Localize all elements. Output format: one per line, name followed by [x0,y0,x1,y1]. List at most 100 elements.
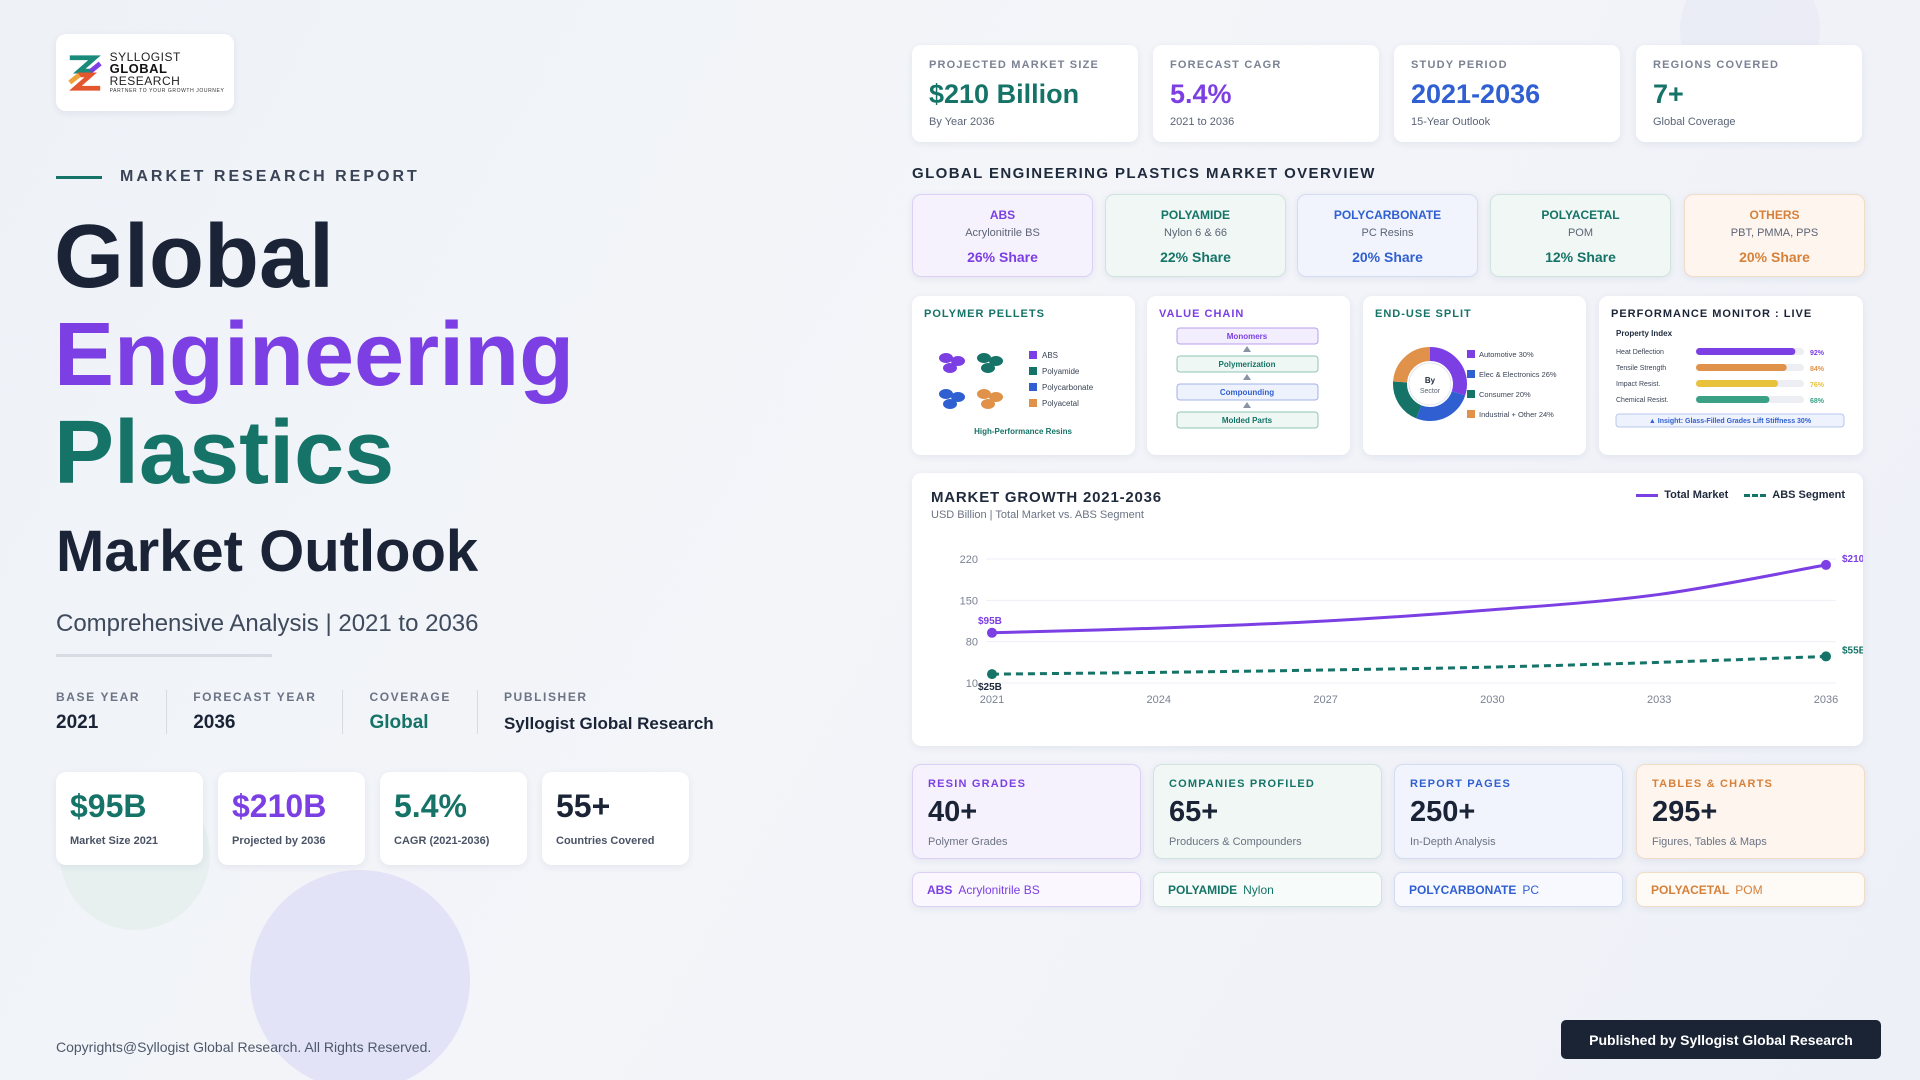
polymer-pellets-card[interactable]: POLYMER PELLETS ABS Polyamide Polycarbonat… [912,296,1135,455]
pellets-caption: High-Performance Resins [974,427,1072,436]
pill-desc: Nylon [1243,882,1274,897]
legend-total-market[interactable]: Total Market [1636,489,1728,501]
segment-share: 12% Share [1545,249,1616,265]
legend-swatch [1467,370,1475,378]
stat-card[interactable]: 5.4% CAGR (2021-2036) [380,772,527,865]
value-chain-card[interactable]: VALUE CHAIN Monomers Polymerization Compou… [1147,296,1350,455]
pellet-icon [939,353,953,363]
segment-card[interactable]: ABS Acrylonitrile BS 26% Share [912,194,1093,277]
segment-name: OTHERS [1749,208,1800,222]
summary-label: COMPANIES PROFILED [1169,778,1316,790]
legend-swatch [1029,351,1037,359]
kpi-card[interactable]: FORECAST CAGR 5.4% 2021 to 2036 [1153,45,1379,142]
chart-title: MARKET GROWTH 2021-2036 [931,489,1162,506]
value-chain-step-label: Molded Parts [1222,416,1273,425]
segment-desc: POM [1567,227,1594,239]
summary-card[interactable]: REPORT PAGES 250+ In-Depth Analysis [1394,764,1623,859]
stat-cards: $95B Market Size 2021 $210B Projected by 20… [56,772,689,865]
kpi-sub: Global Coverage [1653,116,1736,128]
kpi-sub: 2021 to 2036 [1170,116,1235,128]
logo-line-2: GLOBAL [109,60,168,76]
stat-caption: Market Size 2021 [70,835,159,847]
segment-pill[interactable]: POLYACETAL POM [1636,872,1865,907]
donut-center-label: Sector [1420,388,1441,395]
performance-monitor-card[interactable]: PERFORMANCE MONITOR : LIVE Property Inde… [1599,296,1863,455]
summary-card[interactable]: RESIN GRADES 40+ Polymer Grades [912,764,1141,859]
kpi-value: 2021-2036 [1411,79,1541,109]
eyebrow-text: MARKET RESEARCH REPORT [120,168,420,185]
summary-card[interactable]: COMPANIES PROFILED 65+ Producers & Compoun… [1153,764,1382,859]
summary-sub: Figures, Tables & Maps [1652,836,1767,848]
segment-card[interactable]: OTHERS PBT, PMMA, PPS 20% Share [1684,194,1865,277]
segment-desc: PBT, PMMA, PPS [1730,227,1819,239]
segment-pill[interactable]: ABS Acrylonitrile BS [912,872,1141,907]
value-chain-title: VALUE CHAIN [1159,308,1245,320]
end-use-card[interactable]: END-USE SPLIT By Sector Automotive 30% Elec… [1363,296,1586,455]
performance-title: PERFORMANCE MONITOR : LIVE [1611,308,1813,320]
performance-row-label: Chemical Resist. [1616,397,1669,404]
stat-card[interactable]: $210B Projected by 2036 [218,772,365,865]
data-point[interactable] [987,669,997,680]
legend-abs-segment[interactable]: ABS Segment [1744,489,1845,501]
donut-center [1408,362,1452,406]
legend-label: ABS Segment [1772,489,1845,501]
summary-value: 40+ [928,796,978,828]
title-line-1: Global [54,207,335,307]
legend-swatch [1744,493,1767,497]
summary-card[interactable]: TABLES & CHARTS 295+ Figures, Tables & Map… [1636,764,1865,859]
arrow-up-icon [1243,402,1251,408]
donut-slice [1393,347,1467,421]
kpi-card[interactable]: PROJECTED MARKET SIZE $210 Billion By Year… [912,45,1138,142]
x-tick-label: 2021 [980,694,1004,706]
segment-name: POLYAMIDE [1160,208,1231,222]
segment-card[interactable]: POLYAMIDE Nylon 6 & 66 22% Share [1105,194,1286,277]
summary-label: RESIN GRADES [928,778,1027,790]
pill-abbr: POLYCARBONATE [1409,882,1517,897]
published-by-badge[interactable]: Published by Syllogist Global Research [1561,1020,1881,1059]
kpi-label: STUDY PERIOD [1411,59,1508,71]
pill-abbr: POLYAMIDE [1168,882,1238,897]
data-point[interactable] [987,627,997,638]
y-tick-label: 150 [960,595,978,607]
kpi-label: PROJECTED MARKET SIZE [929,59,1100,71]
x-tick-label: 2027 [1313,694,1337,706]
data-label: $25B [978,682,1002,693]
stat-card[interactable]: 55+ Countries Covered [542,772,689,865]
data-point[interactable] [1821,559,1831,570]
performance-row-value: 76% [1810,382,1825,389]
pill-abbr: POLYACETAL [1651,882,1730,897]
meta-label: FORECAST YEAR [193,690,317,704]
title-line-2: Engineering [54,305,575,405]
segment-name: ABS [989,208,1016,222]
performance-row-value: 84% [1810,366,1825,373]
logo-card[interactable]: SYLLOGIST GLOBAL RESEARCH PARTNER TO YOU… [56,34,234,111]
end-use-title: END-USE SPLIT [1375,308,1472,320]
eyebrow: MARKET RESEARCH REPORT [56,168,420,186]
segment-share: 20% Share [1352,249,1423,265]
kpi-value: $210 Billion [929,79,1080,109]
segment-pill[interactable]: POLYCARBONATE PC [1394,872,1623,907]
segment-card[interactable]: POLYCARBONATE PC Resins 20% Share [1297,194,1478,277]
x-tick-label: 2030 [1480,694,1504,706]
data-point[interactable] [1821,651,1831,662]
meta-value: 2021 [56,712,99,733]
kpi-card[interactable]: STUDY PERIOD 2021-2036 15-Year Outlook [1394,45,1620,142]
end-use-legend-label: Automotive 30% [1479,350,1534,359]
performance-bar [1696,396,1770,403]
segment-pill[interactable]: POLYAMIDE Nylon [1153,872,1382,907]
summary-sub: Producers & Compounders [1169,836,1302,848]
segment-card[interactable]: POLYACETAL POM 12% Share [1490,194,1671,277]
kpi-label: FORECAST CAGR [1170,59,1282,71]
summary-sub: In-Depth Analysis [1410,836,1496,848]
legend-label: Total Market [1664,489,1729,501]
stat-card[interactable]: $95B Market Size 2021 [56,772,203,865]
kpi-card[interactable]: REGIONS COVERED 7+ Global Coverage [1636,45,1862,142]
market-growth-chart-card: MARKET GROWTH 2021-2036 USD Billion | To… [912,473,1863,746]
legend-swatch [1636,493,1659,497]
y-tick-label: 80 [966,637,978,649]
kpi-value: 5.4% [1170,79,1232,109]
pellet-legend-label: Polyamide [1042,367,1080,376]
kpi-sub: 15-Year Outlook [1411,116,1491,128]
pill-desc: POM [1735,882,1763,897]
pellet-legend-label: ABS [1042,351,1058,360]
